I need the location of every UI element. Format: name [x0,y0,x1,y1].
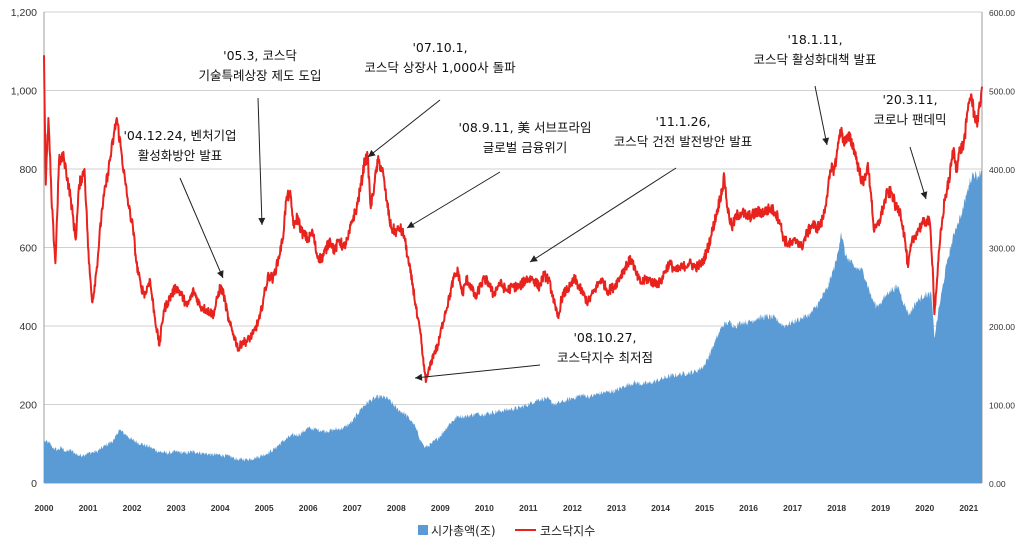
x-tick-label: 2018 [827,503,846,513]
annotation-text: 코스닥지수 최저점 [557,350,653,365]
y-right-tick-label: 200.00 [989,322,1015,332]
annotation-arrow [529,167,677,263]
annotation-text: 기술특례상장 제도 도입 [199,68,322,83]
market-cap-area [44,169,982,483]
annotation-text: 코스닥 건전 발전방안 발표 [614,134,752,149]
x-tick-label: 2011 [519,503,538,513]
annotation-arrowhead [368,149,376,157]
annotation-arrowhead [217,270,224,278]
x-tick-label: 2020 [915,503,934,513]
gridlines [43,11,983,484]
annotation-text: 활성화방안 발표 [138,148,222,163]
annotation-arrowhead [530,255,538,262]
annotation: '18.1.11, 코스닥 활성화대책 발표 [754,32,877,146]
annotation-arrow [179,177,224,279]
annotation-arrow [406,171,501,229]
annotation-arrow [909,146,927,200]
y-left-tick-label: 600 [19,243,37,255]
annotation: '20.3.11, 코로나 팬데믹 [874,92,947,200]
x-tick-label: 2005 [255,503,274,513]
legend-label: 코스닥지수 [540,524,595,538]
y-left-tick-label: 0 [31,478,37,490]
x-tick-label: 2003 [167,503,186,513]
x-tick-label: 2009 [431,503,450,513]
annotation: '07.10.1, 코스닥 상장사 1,000사 돌파 [364,40,516,158]
annotation-text: '05.3, 코스닥 [223,48,297,63]
x-tick-label: 2008 [387,503,406,513]
y-right-tick-label: 100.00 [989,401,1015,411]
x-tick-label: 2016 [739,503,758,513]
annotation-arrowhead [258,217,266,225]
y-left-tick-label: 800 [19,164,37,176]
y-right-tick-label: 600.00 [989,8,1015,18]
annotation-arrowhead [415,373,423,381]
annotation-text: '08.9.11, 美 서브프라임 [458,120,591,135]
y-right-tick-label: 400.00 [989,165,1015,175]
annotation-arrow [814,85,828,146]
x-tick-label: 2004 [211,503,230,513]
annotation-text: '04.12.24, 벤처기업 [123,128,236,143]
annotation-text: '20.3.11, [882,92,937,107]
y-right-tick-label: 500.00 [989,87,1015,97]
annotation-text: '18.1.11, [787,32,842,47]
y-left-tick-label: 400 [19,321,37,333]
x-tick-label: 2002 [123,503,142,513]
annotation-arrow [257,97,263,226]
legend-label: 시가총액(조) [431,524,496,538]
x-tick-label: 2006 [299,503,318,513]
annotation: '08.10.27, 코스닥지수 최저점 [414,330,653,381]
axes: 0 200 400 600 800 1,000 1,200 0.00 100.00 200.00 3… [11,7,1016,513]
legend-item-kosdaq-index: 코스닥지수 [515,524,595,538]
annotation-text: '07.10.1, [412,40,467,55]
x-tick-label: 2007 [343,503,362,513]
x-tick-label: 2001 [79,503,98,513]
y-left-tick-label: 1,000 [11,86,37,98]
annotation-arrowhead [407,221,415,228]
y-left-tick-label: 200 [19,400,37,412]
series-market-cap [44,169,982,483]
annotation-text: '08.10.27, [573,330,636,345]
y-right-tick-label: 0.00 [989,479,1006,489]
annotation-text: 코스닥 활성화대책 발표 [754,52,877,67]
x-tick-label: 2021 [959,503,978,513]
annotation-arrowhead [822,137,830,145]
legend: 시가총액(조) 코스닥지수 [418,524,595,538]
annotation-arrow [414,364,541,379]
annotation-text: 글로벌 금융위기 [483,140,567,155]
x-tick-label: 2019 [871,503,890,513]
annotation-text: 코로나 팬데믹 [874,112,947,127]
x-tick-label: 2012 [563,503,582,513]
annotation-text: 코스닥 상장사 1,000사 돌파 [364,60,516,75]
annotation-arrow [367,99,441,158]
annotation: '11.1.26, 코스닥 건전 발전방안 발표 [529,114,752,263]
y-right-tick-label: 300.00 [989,244,1015,254]
y-left-tick-label: 1,200 [11,7,37,19]
x-tick-label: 2000 [35,503,54,513]
x-tick-label: 2015 [695,503,714,513]
x-tick-label: 2017 [783,503,802,513]
kosdaq-index-line [43,55,983,384]
annotation-arrowhead [920,191,928,199]
x-tick-label: 2010 [475,503,494,513]
annotation-text: '11.1.26, [655,114,710,129]
legend-swatch [418,525,428,535]
series-kosdaq-index [43,55,983,384]
x-tick-label: 2014 [651,503,670,513]
legend-item-market-cap: 시가총액(조) [418,524,496,538]
x-tick-label: 2013 [607,503,626,513]
